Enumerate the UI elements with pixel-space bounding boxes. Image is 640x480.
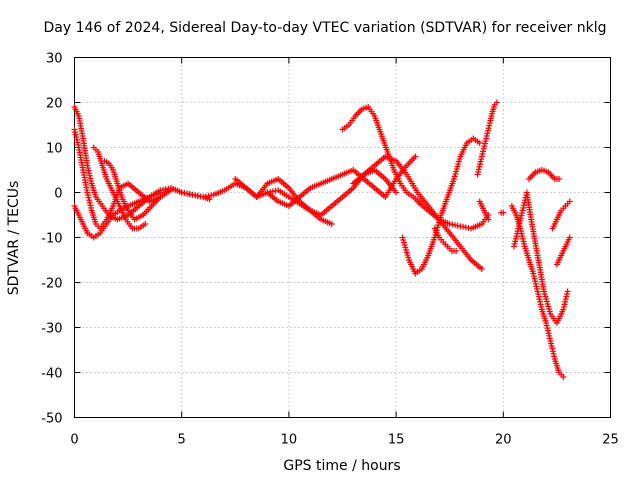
data-point — [165, 187, 172, 194]
data-point — [206, 196, 213, 203]
series-sat-a — [71, 104, 213, 223]
grid-lines — [74, 57, 611, 418]
plot-frame — [74, 57, 611, 418]
series-sat-i — [339, 104, 423, 205]
series-sat-e — [101, 158, 172, 223]
data-point — [560, 374, 567, 380]
x-tick-label: 25 — [602, 433, 619, 448]
data-point — [453, 248, 460, 254]
data-point — [476, 140, 483, 146]
data-point — [142, 221, 149, 227]
series-sat-t — [549, 198, 573, 232]
y-tick-label: -30 — [41, 322, 62, 337]
x-tick-label: 20 — [495, 433, 512, 448]
x-tick-label: 15 — [388, 433, 405, 448]
y-tick-label: 0 — [54, 187, 62, 202]
series-sat-m — [431, 225, 460, 254]
data-point — [566, 198, 573, 205]
series-sat-h — [264, 153, 419, 209]
y-tick-label: -40 — [41, 367, 62, 382]
x-tick-label: 5 — [178, 433, 186, 448]
data-point — [485, 216, 492, 223]
data-point — [500, 209, 507, 216]
y-tick-label: -10 — [41, 232, 62, 247]
y-tick-label: 10 — [46, 142, 63, 157]
series-sat-q — [508, 203, 567, 380]
x-tick-label: 10 — [281, 433, 298, 448]
y-tick-label: -50 — [41, 412, 62, 427]
series-sat-p — [498, 209, 507, 216]
chart-title: Day 146 of 2024, Sidereal Day-to-day VTE… — [44, 20, 607, 36]
data-point — [493, 99, 500, 106]
axis-ticks: 0 5 10 15 20 25 -50 -40 -30 -20 -10 0 10 20 30 — [41, 52, 619, 448]
y-tick-label: 30 — [46, 52, 63, 67]
y-axis-label: SDTVAR / TECUs — [6, 181, 22, 296]
data-point — [328, 221, 335, 227]
data-points — [71, 99, 573, 380]
data-point — [566, 234, 573, 241]
series-sat-r — [511, 189, 571, 326]
x-tick-label: 0 — [70, 433, 78, 448]
data-point — [393, 189, 400, 196]
series-sat-k — [399, 135, 483, 277]
data-point — [564, 288, 571, 295]
series-sat-o — [476, 198, 492, 223]
y-tick-label: 20 — [46, 97, 63, 112]
series-sat-n — [474, 99, 500, 178]
x-axis-label: GPS time / hours — [283, 458, 400, 474]
series-sat-s — [526, 167, 563, 182]
series-sat-u — [553, 234, 573, 268]
data-point — [412, 153, 419, 160]
data-point — [556, 176, 563, 182]
data-point — [478, 266, 485, 272]
series-sat-j — [350, 153, 485, 272]
y-tick-label: -20 — [41, 277, 62, 292]
series-sat-d — [90, 144, 149, 232]
